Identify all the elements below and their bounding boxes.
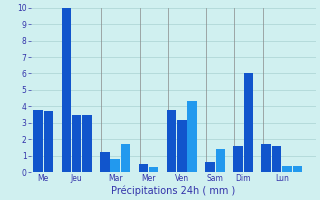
Bar <box>44 111 53 172</box>
Bar <box>282 166 292 172</box>
Bar <box>82 115 92 172</box>
Bar <box>100 152 109 172</box>
Bar <box>149 167 158 172</box>
Bar <box>61 8 71 172</box>
Bar <box>33 110 43 172</box>
Bar <box>244 73 253 172</box>
Bar <box>188 101 197 172</box>
Bar <box>121 144 130 172</box>
Bar <box>177 120 187 172</box>
Bar <box>233 146 243 172</box>
Bar <box>292 166 302 172</box>
Bar <box>72 115 81 172</box>
Bar <box>272 146 281 172</box>
Bar <box>167 110 176 172</box>
Bar <box>216 149 225 172</box>
X-axis label: Précipitations 24h ( mm ): Précipitations 24h ( mm ) <box>111 185 236 196</box>
Bar <box>205 162 215 172</box>
Bar <box>139 164 148 172</box>
Bar <box>261 144 271 172</box>
Bar <box>110 159 120 172</box>
